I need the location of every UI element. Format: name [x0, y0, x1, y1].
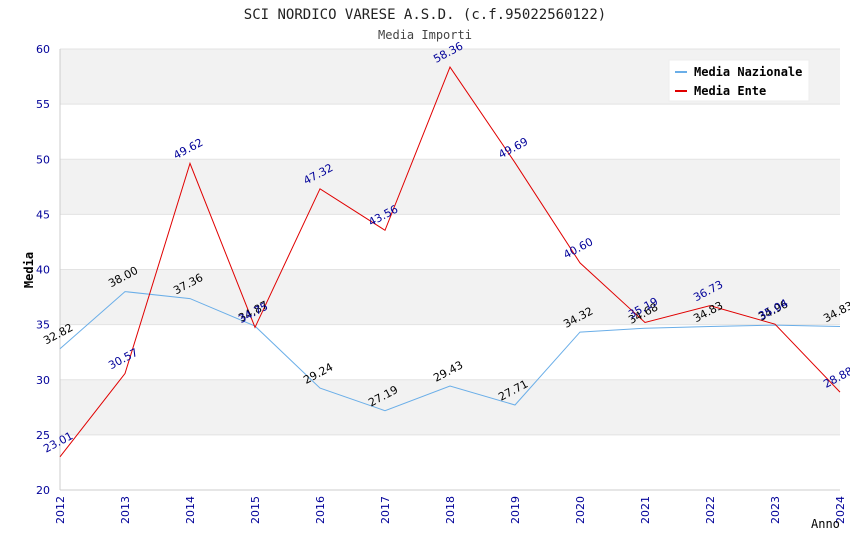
- y-tick-label: 45: [36, 208, 50, 221]
- y-tick-label: 20: [36, 484, 50, 497]
- y-tick-label: 35: [36, 319, 50, 332]
- x-tick-label: 2019: [509, 496, 522, 524]
- series-lines: [59, 66, 841, 458]
- x-tick-label: 2013: [119, 496, 132, 524]
- x-tick-label: 2018: [444, 496, 457, 524]
- legend-label-media-ente: Media Ente: [694, 84, 766, 98]
- chart-subtitle: Media Importi: [378, 28, 472, 42]
- x-tick-label: 2014: [184, 496, 197, 524]
- chart-title: SCI NORDICO VARESE A.S.D. (c.f.950225601…: [244, 7, 606, 23]
- y-tick-label: 25: [36, 429, 50, 442]
- x-axis-label: Anno: [811, 517, 840, 531]
- series-line-media-ente: [59, 66, 841, 458]
- legend-box: [668, 59, 810, 102]
- y-axis-label: Media: [22, 252, 36, 288]
- y-tick-labels: 20 25 30 35 40 45 50 55 60: [36, 43, 50, 497]
- x-tick-label: 2015: [249, 496, 262, 524]
- data-label: 49.69: [496, 135, 530, 161]
- x-tick-label: 2021: [639, 496, 652, 524]
- x-tick-label: 2024: [834, 496, 847, 524]
- y-tick-label: 50: [36, 153, 50, 166]
- data-label: 49.62: [171, 136, 205, 162]
- data-label: 40.60: [561, 235, 595, 261]
- x-tick-label: 2020: [574, 496, 587, 524]
- legend: Media Nazionale Media Ente: [668, 59, 810, 102]
- x-tick-label: 2012: [54, 496, 67, 524]
- y-tick-label: 60: [36, 43, 50, 56]
- y-tick-label: 55: [36, 98, 50, 111]
- y-tick-label: 40: [36, 264, 50, 277]
- x-tick-labels: 2012 2013 2014 2015 2016 2017 2018 2019 2020 2021…: [54, 496, 847, 524]
- axes: [59, 49, 840, 491]
- x-tick-label: 2017: [379, 496, 392, 524]
- legend-label-media-nazionale: Media Nazionale: [694, 65, 802, 79]
- grid-band: [60, 159, 840, 215]
- series-line-media-nazionale: [59, 291, 841, 412]
- data-label: 30.57: [106, 346, 140, 372]
- x-tick-label: 2022: [704, 496, 717, 524]
- y-tick-label: 30: [36, 374, 50, 387]
- grid-band: [60, 379, 840, 435]
- x-tick-label: 2023: [769, 496, 782, 524]
- grid-band: [60, 269, 840, 325]
- x-tick-label: 2016: [314, 496, 327, 524]
- grid-bands: [60, 48, 840, 491]
